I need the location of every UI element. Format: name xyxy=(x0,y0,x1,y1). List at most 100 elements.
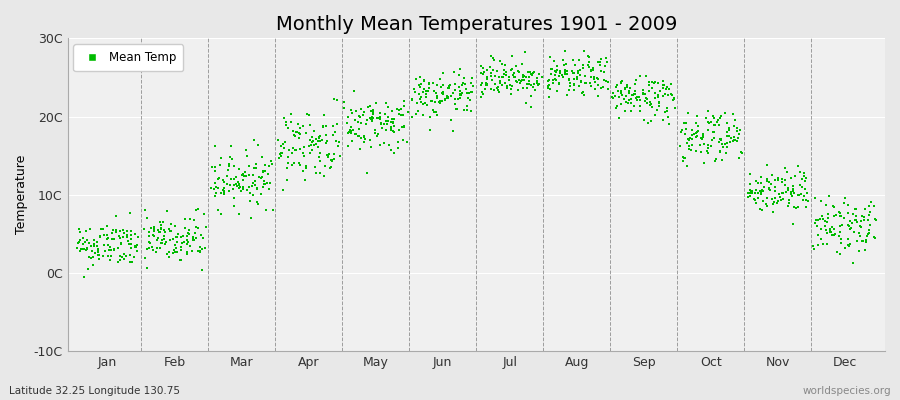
Point xyxy=(819,227,833,234)
Point xyxy=(382,142,396,148)
Point xyxy=(848,206,862,212)
Point xyxy=(696,133,710,140)
Point xyxy=(600,86,615,92)
Point xyxy=(788,204,803,211)
Point xyxy=(169,239,184,245)
Point xyxy=(491,84,505,90)
Point xyxy=(704,142,718,149)
Point xyxy=(317,112,331,118)
Point xyxy=(660,108,674,114)
Point xyxy=(289,147,303,153)
Point xyxy=(352,126,366,133)
Point xyxy=(230,174,244,180)
Point xyxy=(423,98,437,104)
Point xyxy=(768,199,782,205)
Point xyxy=(477,68,491,75)
Point xyxy=(180,251,194,258)
Point xyxy=(545,80,560,86)
Point xyxy=(562,76,576,83)
Point xyxy=(504,86,518,92)
Point xyxy=(315,136,329,143)
Point xyxy=(351,133,365,139)
Point xyxy=(508,74,522,80)
Point xyxy=(194,245,209,252)
Point xyxy=(861,216,876,223)
Point xyxy=(246,180,260,187)
Point xyxy=(379,127,393,133)
Point xyxy=(845,210,859,217)
Point xyxy=(476,91,491,97)
Point xyxy=(490,84,504,91)
Point xyxy=(365,107,380,113)
Point xyxy=(594,68,608,74)
Point xyxy=(412,96,427,102)
Point xyxy=(590,76,605,83)
Point xyxy=(817,218,832,224)
Point xyxy=(76,246,91,252)
Point xyxy=(642,87,656,94)
Point xyxy=(344,106,358,113)
Point xyxy=(483,73,498,80)
Point xyxy=(112,232,126,239)
Point xyxy=(858,214,872,220)
Point xyxy=(511,86,526,93)
Point xyxy=(249,198,264,205)
Point xyxy=(868,216,882,222)
Point xyxy=(598,55,613,62)
Point xyxy=(704,119,718,125)
Point xyxy=(550,62,564,69)
Point xyxy=(356,111,371,118)
Point xyxy=(152,245,166,252)
Point xyxy=(576,89,590,95)
Point xyxy=(556,57,571,63)
Point xyxy=(762,185,777,191)
Point xyxy=(160,208,175,214)
Point xyxy=(360,170,374,176)
Point xyxy=(487,87,501,93)
Point xyxy=(511,68,526,74)
Point xyxy=(434,84,448,90)
Point xyxy=(516,74,530,80)
Point xyxy=(124,241,139,248)
Point xyxy=(864,198,878,205)
Point xyxy=(642,78,656,85)
Point xyxy=(256,168,270,174)
Point xyxy=(506,72,520,78)
Point xyxy=(341,128,356,135)
Point xyxy=(404,96,419,103)
Point xyxy=(275,150,290,156)
Point xyxy=(230,182,245,189)
Point xyxy=(442,85,456,92)
Point xyxy=(814,226,828,232)
Point xyxy=(719,129,733,135)
Point xyxy=(614,88,628,94)
Point xyxy=(632,94,646,100)
Legend: Mean Temp: Mean Temp xyxy=(74,44,184,72)
Point xyxy=(369,100,383,106)
Point xyxy=(305,147,320,153)
Point xyxy=(655,116,670,123)
Point xyxy=(457,75,472,81)
Point xyxy=(113,257,128,263)
Point xyxy=(154,225,168,232)
Point xyxy=(486,54,500,61)
Point xyxy=(732,155,746,161)
Point xyxy=(351,119,365,125)
Point xyxy=(243,197,257,204)
Point xyxy=(642,82,656,88)
Point xyxy=(713,148,727,155)
Point xyxy=(209,190,223,196)
Point xyxy=(553,70,567,76)
Point xyxy=(548,71,562,78)
Point xyxy=(570,74,584,80)
Point xyxy=(787,188,801,194)
Point xyxy=(498,62,512,68)
Point xyxy=(867,234,881,240)
Point xyxy=(422,80,436,87)
Point xyxy=(426,80,440,86)
Point xyxy=(486,67,500,74)
Point xyxy=(307,142,321,148)
Point xyxy=(386,119,400,125)
Point xyxy=(663,91,678,97)
Point xyxy=(243,214,257,221)
